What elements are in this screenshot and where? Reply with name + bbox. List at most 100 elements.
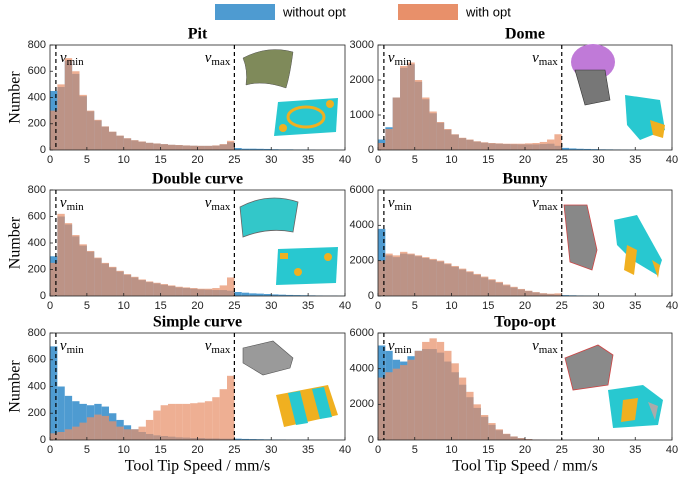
x-tick-label: 20 <box>519 300 531 312</box>
histogram-bar <box>101 262 109 296</box>
histogram-bar <box>197 145 205 150</box>
histogram-bar <box>72 235 80 296</box>
y-tick-label: 3000 <box>350 39 374 51</box>
histogram-bar <box>190 145 198 150</box>
model-thumbnails <box>239 44 665 428</box>
histogram-bar <box>256 439 264 440</box>
x-tick-label: 15 <box>482 300 494 312</box>
histogram-bar <box>547 139 555 150</box>
histogram-bar <box>466 271 474 296</box>
histogram-bar <box>212 397 220 440</box>
histogram-bar <box>86 417 95 440</box>
histogram-bar <box>466 391 474 440</box>
histogram-bar <box>561 295 570 296</box>
x-tick-label: 30 <box>265 300 277 312</box>
histogram-bar <box>116 135 124 150</box>
x-tick-label: 20 <box>191 444 203 456</box>
thumbnail <box>242 49 338 136</box>
x-tick-label: 40 <box>339 300 351 312</box>
histogram-bar <box>473 404 481 440</box>
x-tick-label: 5 <box>412 154 418 166</box>
x-tick-label: 0 <box>375 300 381 312</box>
histogram-bar <box>145 281 154 296</box>
histogram-bar <box>241 148 250 150</box>
histogram-bar <box>227 140 235 150</box>
y-tick-label: 800 <box>28 327 46 339</box>
histogram-bar <box>591 149 599 150</box>
x-tick-label: 40 <box>666 444 678 456</box>
threshold-subscript: min <box>395 56 413 68</box>
x-tick-label: 30 <box>265 154 277 166</box>
histogram-bar <box>488 423 496 440</box>
x-tick-label: 5 <box>84 300 90 312</box>
histogram-bar <box>429 258 437 296</box>
histogram-bar <box>94 119 102 150</box>
histogram-bar <box>138 279 146 296</box>
y-tick-label: 2000 <box>350 255 374 267</box>
threshold-symbol: v <box>205 338 212 354</box>
panel-title: Bunny <box>502 171 547 188</box>
x-tick-label: 10 <box>445 444 457 456</box>
histogram-bar <box>502 284 511 296</box>
x-tick-label: 35 <box>629 300 641 312</box>
x-tick-label: 35 <box>302 154 314 166</box>
x-tick-label: 35 <box>302 300 314 312</box>
y-tick-label: 2000 <box>350 398 374 410</box>
histogram-bar <box>378 260 386 296</box>
histogram-bar <box>123 429 132 440</box>
threshold-label: vmax <box>532 50 558 67</box>
histogram-bar <box>502 143 511 150</box>
threshold-symbol: v <box>205 195 212 211</box>
x-tick-label: 10 <box>118 154 130 166</box>
x-tick-label: 35 <box>629 444 641 456</box>
y-tick-label: 0 <box>40 290 46 302</box>
thumbnail <box>563 204 662 278</box>
threshold-symbol: v <box>532 50 539 66</box>
histogram-bar <box>227 375 235 440</box>
histogram-bar <box>175 403 183 440</box>
histogram-bar <box>414 350 423 440</box>
threshold-symbol: v <box>388 195 395 211</box>
histogram-bar <box>436 122 445 150</box>
histogram-bar <box>168 144 176 150</box>
histogram-bar <box>451 265 459 296</box>
histogram-bar <box>271 294 279 296</box>
histogram-bar <box>400 66 408 150</box>
y-tick-label: 800 <box>28 39 46 51</box>
histogram-bar <box>50 110 58 150</box>
threshold-symbol: v <box>60 338 67 354</box>
histogram-bar <box>473 141 481 150</box>
y-tick-label: 6000 <box>350 327 374 339</box>
thumbnail <box>564 344 663 428</box>
y-tick-label: 6000 <box>350 184 374 196</box>
thumbnail <box>239 197 338 285</box>
histogram-bar <box>422 341 430 440</box>
histogram-bar <box>160 284 168 296</box>
legend-swatch <box>215 4 275 20</box>
threshold-symbol: v <box>60 50 67 66</box>
histogram-bar <box>79 244 87 296</box>
x-tick-label: 10 <box>445 154 457 166</box>
x-tick-label: 0 <box>47 300 53 312</box>
panel-title: Dome <box>505 26 545 43</box>
histogram-bar <box>429 111 437 150</box>
histogram-bar <box>175 286 183 296</box>
y-axis-label: Number <box>7 71 24 124</box>
histogram-bar <box>64 58 73 150</box>
histogram-bar <box>539 141 548 150</box>
histogram-bar <box>561 147 570 150</box>
histogram-bar <box>458 268 467 296</box>
histogram-bar <box>160 144 168 150</box>
histogram-bar <box>458 137 467 150</box>
threshold-subscript: max <box>211 56 230 68</box>
histogram-bar <box>116 270 124 296</box>
x-tick-label: 5 <box>84 444 90 456</box>
histogram-bar <box>547 293 555 296</box>
histogram-bar <box>488 279 496 296</box>
x-tick-label: 15 <box>155 154 167 166</box>
legend-label: with opt <box>465 4 511 19</box>
threshold-label: vmax <box>532 338 558 355</box>
